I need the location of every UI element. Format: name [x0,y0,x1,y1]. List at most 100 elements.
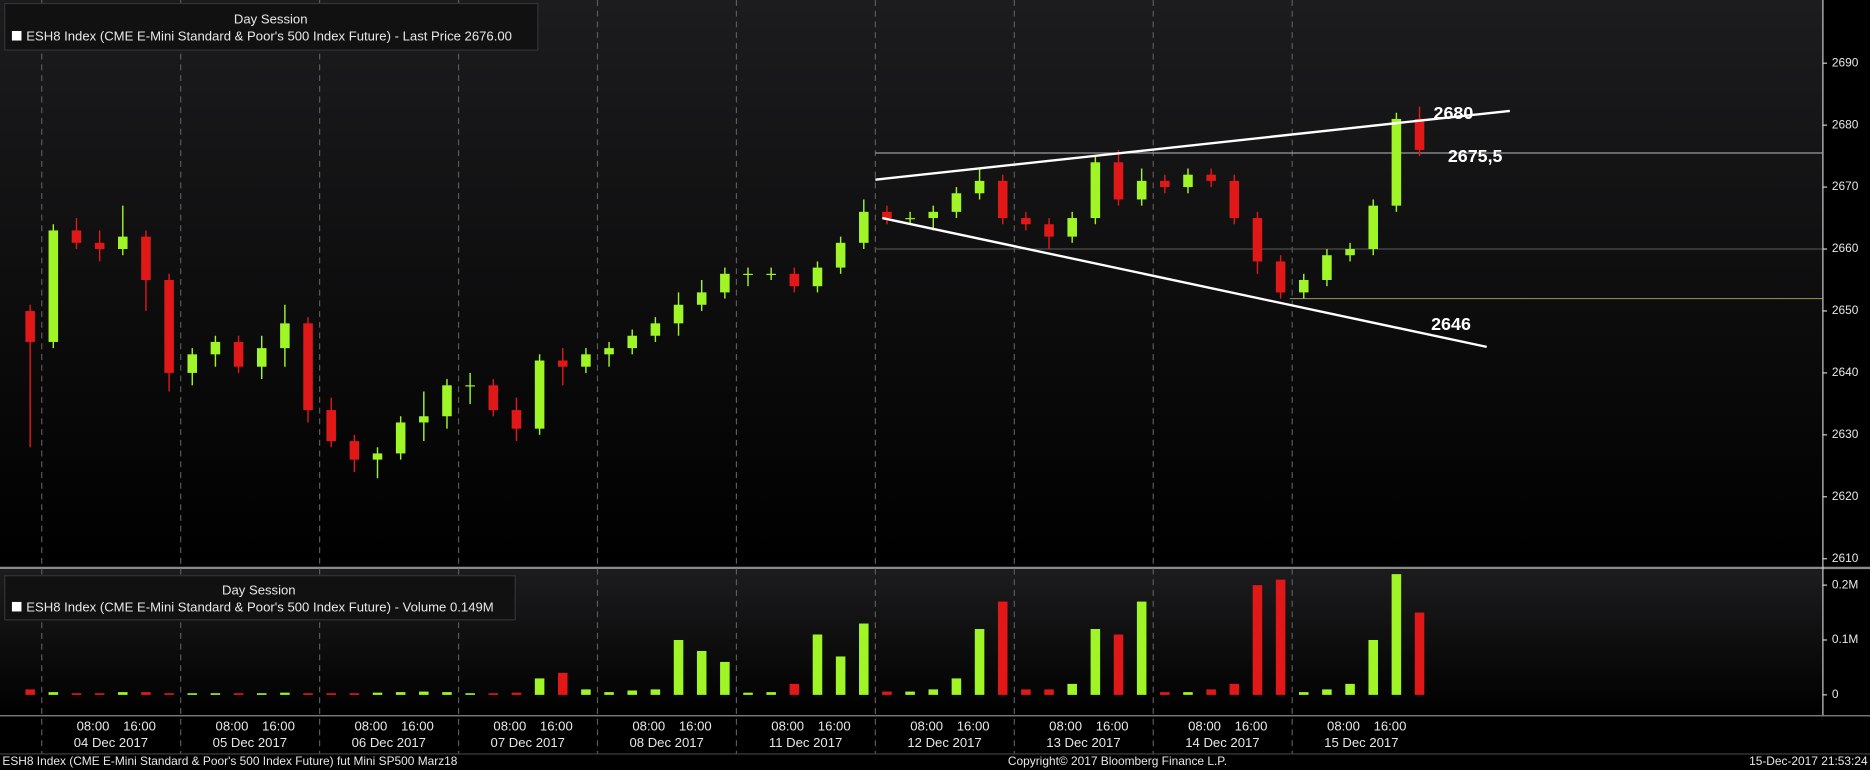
volume-bar [71,693,82,695]
volume-bar [1090,629,1101,695]
candle-body [280,323,290,349]
candle-body [1414,118,1425,150]
volume-bar [1067,683,1077,695]
candle-body [1322,255,1332,280]
volume-bar [1113,634,1124,695]
volume-bar [720,661,730,695]
legend-text: ESH8 Index (CME E-Mini Standard & Poor's… [26,28,512,43]
volume-bar [488,693,499,695]
price-legend: Day Session ESH8 Index (CME E-Mini Stand… [4,2,539,51]
x-tick-label: 16:00 [540,719,573,734]
candle-body [164,279,174,373]
candle-body [349,441,360,460]
candle-body [94,242,105,250]
volume-bar [118,692,128,695]
volume-bar [835,656,846,695]
volume-bar [164,693,174,695]
volume-bar [256,693,267,695]
volume-bar [1136,601,1147,695]
candle-body [581,354,591,367]
x-tick-label: 08:00 [632,719,665,734]
candle-body [835,242,846,268]
x-tick-label: 08:00 [77,719,110,734]
legend-text: ESH8 Index (CME E-Mini Standard & Poor's… [26,599,494,614]
candle-body [766,273,776,275]
x-date-label: 08 Dec 2017 [629,735,703,750]
candle-body [650,323,661,336]
volume-bar [1021,689,1031,695]
volume-bar [419,691,429,695]
x-date-label: 11 Dec 2017 [769,735,842,750]
volume-bar [1183,692,1193,695]
candle-body [673,304,684,324]
volume-bar [859,623,869,695]
volume-legend: Day Session ESH8 Index (CME E-Mini Stand… [4,575,516,621]
candle-body [1229,180,1240,219]
candle-body [303,323,313,411]
annotation: 2646 [1431,314,1471,334]
y-tick-label: 2610 [1832,551,1859,565]
volume-bar [928,689,939,695]
volume-bar [1414,612,1425,695]
candle-body [905,218,915,220]
candle-body [859,211,869,243]
candle-body [1090,162,1101,219]
volume-bar [1160,692,1170,695]
volume-bar [1044,689,1054,695]
x-date-label: 13 Dec 2017 [1046,735,1120,750]
trendline [882,216,1487,349]
volume-bar [604,692,614,695]
footer-center: Copyright© 2017 Bloomberg Finance L.P. [1008,754,1227,768]
x-date-label: 12 Dec 2017 [907,735,981,750]
candle-body [442,385,452,417]
legend-swatch [11,30,22,41]
candle-body [1252,218,1263,262]
volume-bar [696,650,707,695]
candle-body [465,385,475,387]
candle-body [25,310,35,342]
volume-bar [997,601,1008,695]
candle-body [1160,180,1170,188]
x-date-label: 04 Dec 2017 [74,735,148,750]
volume-bar [789,683,800,695]
candle-body [488,385,499,411]
candle-body [1345,249,1355,256]
candle-body [233,341,244,367]
x-tick-label: 08:00 [1049,719,1082,734]
volume-bar [1345,683,1355,695]
x-tick-label: 08:00 [771,719,804,734]
candle-body [372,453,383,460]
y-tick-label: 2650 [1832,303,1859,317]
candle-body [1113,162,1124,200]
y-tick-label: 0.2M [1832,577,1858,591]
candle-body [882,211,892,219]
x-date-label: 07 Dec 2017 [491,735,565,750]
volume-bar [951,678,962,695]
volume-bar [303,693,313,695]
candle-body [210,341,221,355]
x-tick-label: 16:00 [679,719,712,734]
x-tick-label: 16:00 [1235,719,1268,734]
x-date-label: 15 Dec 2017 [1324,735,1398,750]
candle-body [1021,218,1031,225]
x-tick-label: 16:00 [401,719,434,734]
volume-bar [1206,689,1216,695]
volume-bar [557,672,568,695]
volume-bar [1252,585,1263,695]
x-tick-label: 08:00 [1327,719,1360,734]
x-tick-label: 08:00 [910,719,943,734]
volume-bar [1391,574,1402,695]
annotation: 2680 [1434,103,1474,123]
volume-bar [650,689,661,695]
candle-body [71,230,82,243]
candle-body [627,335,637,349]
candle-body [534,360,545,429]
volume-bar [395,692,406,695]
candle-body [1298,279,1309,293]
y-tick-label: 2630 [1832,427,1859,441]
legend-header: Day Session [222,583,296,598]
candle-body [604,348,614,355]
candle-body [789,273,800,287]
